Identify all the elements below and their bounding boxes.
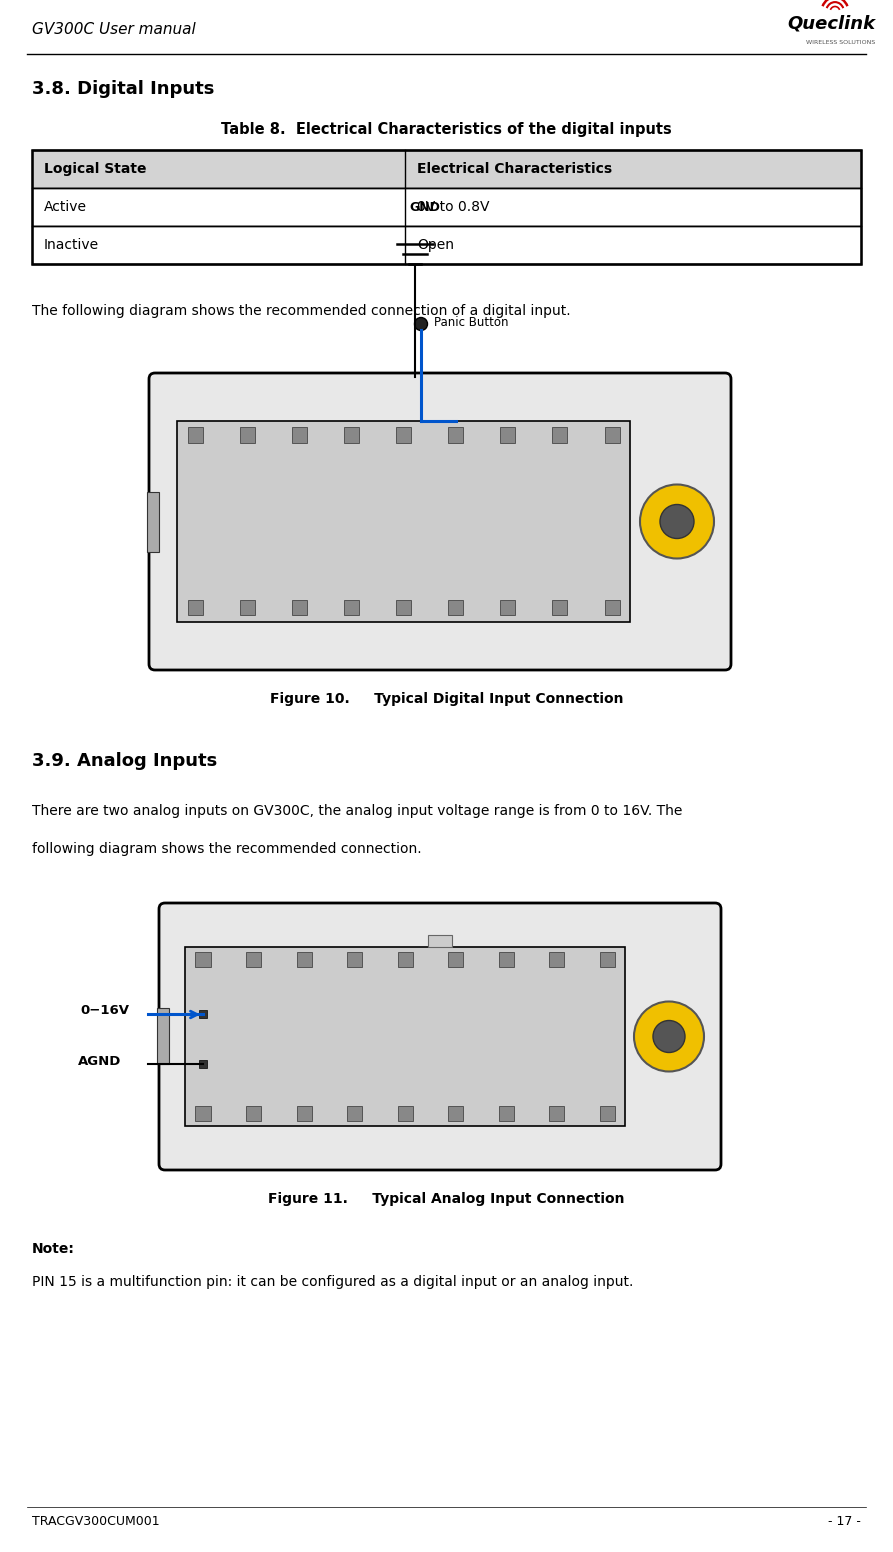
Bar [296, 953, 312, 967]
Bar [344, 427, 359, 442]
Text: Inactive: Inactive [44, 237, 99, 251]
Bar [498, 953, 513, 967]
Bar [397, 1105, 413, 1121]
Bar [246, 953, 261, 967]
Text: GND: GND [409, 202, 440, 214]
Bar [397, 953, 413, 967]
Bar [448, 1105, 463, 1121]
Bar [549, 953, 564, 967]
FancyBboxPatch shape [32, 227, 861, 264]
FancyBboxPatch shape [149, 372, 731, 670]
Bar [292, 427, 307, 442]
Text: The following diagram shows the recommended connection of a digital input.: The following diagram shows the recommen… [32, 304, 571, 318]
Bar [188, 601, 203, 616]
Bar [605, 601, 620, 616]
Text: Table 8.  Electrical Characteristics of the digital inputs: Table 8. Electrical Characteristics of t… [221, 123, 672, 137]
Bar [599, 953, 614, 967]
Bar [605, 427, 620, 442]
Text: Queclink: Queclink [787, 16, 875, 33]
Text: Figure 10.     Typical Digital Input Connection: Figure 10. Typical Digital Input Connect… [270, 692, 623, 706]
Bar [347, 953, 362, 967]
FancyBboxPatch shape [159, 903, 721, 1170]
Bar [500, 601, 515, 616]
Bar [599, 1105, 614, 1121]
Bar [448, 953, 463, 967]
Bar [553, 601, 567, 616]
Text: WIRELESS SOLUTIONS: WIRELESS SOLUTIONS [805, 40, 875, 45]
Text: GV300C User manual: GV300C User manual [32, 22, 196, 37]
Text: 0−16V: 0−16V [80, 1004, 129, 1017]
Text: Logical State: Logical State [44, 161, 146, 175]
Bar [199, 1060, 207, 1068]
FancyBboxPatch shape [185, 947, 625, 1127]
Text: TRACGV300CUM001: TRACGV300CUM001 [32, 1515, 160, 1529]
Bar [347, 1105, 362, 1121]
Bar [188, 427, 203, 442]
Bar [199, 1010, 207, 1018]
Bar [239, 427, 255, 442]
Circle shape [634, 1001, 704, 1071]
Circle shape [640, 484, 714, 559]
Text: Electrical Characteristics: Electrical Characteristics [417, 161, 613, 175]
Bar [196, 1105, 211, 1121]
Text: following diagram shows the recommended connection.: following diagram shows the recommended … [32, 843, 421, 857]
Bar [549, 1105, 564, 1121]
Bar [196, 953, 211, 967]
Bar [239, 601, 255, 616]
Text: Note:: Note: [32, 1242, 75, 1256]
Circle shape [660, 504, 694, 539]
Text: 3.8. Digital Inputs: 3.8. Digital Inputs [32, 81, 214, 98]
Bar [296, 1105, 312, 1121]
Bar [500, 427, 515, 442]
Text: AGND: AGND [78, 1055, 121, 1068]
Bar [448, 601, 463, 616]
Text: 0V to 0.8V: 0V to 0.8V [417, 200, 489, 214]
Bar [396, 427, 411, 442]
Bar [428, 934, 452, 947]
Circle shape [653, 1021, 685, 1052]
Text: There are two analog inputs on GV300C, the analog input voltage range is from 0 : There are two analog inputs on GV300C, t… [32, 804, 682, 818]
Bar [553, 427, 567, 442]
Bar [147, 492, 159, 551]
Bar [292, 601, 307, 616]
FancyBboxPatch shape [177, 421, 630, 622]
Text: Active: Active [44, 200, 87, 214]
Circle shape [414, 318, 428, 331]
Text: - 17 -: - 17 - [828, 1515, 861, 1529]
Bar [396, 601, 411, 616]
Bar [157, 1009, 169, 1065]
Text: 3.9. Analog Inputs: 3.9. Analog Inputs [32, 753, 217, 770]
Bar [448, 427, 463, 442]
FancyBboxPatch shape [32, 151, 861, 188]
Text: Panic Button: Panic Button [434, 317, 508, 329]
Text: Figure 11.     Typical Analog Input Connection: Figure 11. Typical Analog Input Connecti… [268, 1192, 625, 1206]
Bar [246, 1105, 261, 1121]
Bar [344, 601, 359, 616]
FancyBboxPatch shape [32, 188, 861, 227]
Text: Open: Open [417, 237, 454, 251]
Bar [498, 1105, 513, 1121]
Text: PIN 15 is a multifunction pin: it can be configured as a digital input or an ana: PIN 15 is a multifunction pin: it can be… [32, 1276, 633, 1290]
